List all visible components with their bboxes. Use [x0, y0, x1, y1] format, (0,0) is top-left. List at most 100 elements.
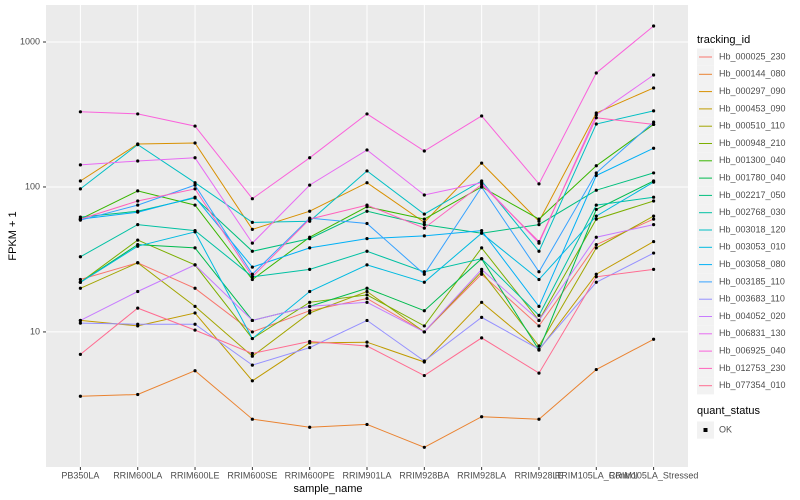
data-point: [78, 280, 82, 284]
data-point: [308, 339, 312, 344]
data-point: [652, 86, 656, 90]
data-point: [480, 267, 484, 271]
data-point: [136, 289, 140, 294]
data-point: [422, 445, 426, 449]
data-point: [308, 289, 312, 294]
data-point: [250, 265, 254, 269]
data-point: [193, 230, 197, 234]
data-point: [537, 417, 541, 421]
data-point: [422, 359, 426, 363]
legend-label: Hb_001300_040: [719, 155, 786, 165]
data-point: [537, 371, 541, 375]
data-point: [250, 272, 254, 276]
data-point: [594, 275, 598, 279]
x-tick-label: PB350LA: [61, 470, 99, 480]
data-point: [193, 286, 197, 290]
data-point: [480, 185, 484, 189]
data-point: [652, 199, 656, 203]
data-point: [308, 217, 312, 221]
data-point: [594, 272, 598, 276]
data-point: [193, 156, 197, 160]
data-point: [365, 237, 369, 241]
data-point: [537, 304, 541, 308]
data-point: [136, 210, 140, 214]
legend-label: Hb_000297_090: [719, 86, 786, 96]
data-point: [193, 311, 197, 315]
data-point: [594, 171, 598, 175]
x-tick-label: RRIM600LA: [113, 470, 162, 480]
legend-label: Hb_003185_110: [719, 276, 785, 286]
data-point: [480, 161, 484, 165]
data-point: [308, 304, 312, 308]
data-point: [480, 415, 484, 419]
x-tick-label: RRIM600SE: [227, 470, 277, 480]
y-tick-label: 1000: [20, 36, 40, 46]
data-point: [365, 112, 369, 116]
data-point: [78, 394, 82, 398]
data-point: [308, 237, 312, 241]
data-point: [537, 277, 541, 282]
data-point: [480, 300, 484, 304]
data-point: [365, 300, 369, 304]
data-point: [422, 193, 426, 197]
data-point: [365, 181, 369, 185]
data-point: [136, 223, 140, 227]
data-point: [136, 306, 140, 310]
data-point: [652, 180, 656, 184]
data-point: [480, 257, 484, 261]
data-point: [193, 141, 197, 145]
data-point: [537, 347, 541, 351]
data-point: [652, 122, 656, 127]
data-point: [594, 71, 598, 75]
x-axis-title: sample_name: [293, 483, 362, 495]
data-point: [308, 425, 312, 429]
data-point: [594, 113, 598, 117]
data-point: [365, 296, 369, 301]
data-point: [78, 217, 82, 221]
legend-label: OK: [719, 424, 732, 434]
data-point: [594, 214, 598, 218]
data-point: [365, 286, 369, 290]
data-point: [652, 195, 656, 199]
data-point: [652, 171, 656, 175]
legend-label: Hb_002217_050: [719, 190, 786, 200]
data-point: [480, 246, 484, 250]
data-point: [594, 217, 598, 221]
data-point: [193, 246, 197, 250]
data-point: [136, 189, 140, 193]
data-point: [537, 249, 541, 253]
legend-label: Hb_003683_110: [719, 294, 785, 304]
data-point: [136, 142, 140, 147]
data-point: [136, 199, 140, 203]
data-point: [480, 229, 484, 233]
legend-title: tracking_id: [697, 34, 750, 46]
x-tick-label: RRIM928BA: [399, 470, 449, 480]
data-point: [78, 163, 82, 167]
data-point: [250, 363, 254, 367]
data-point: [365, 263, 369, 267]
data-point: [652, 217, 656, 221]
legend-label: Hb_003053_010: [719, 242, 786, 252]
data-point: [480, 114, 484, 118]
data-point: [78, 187, 82, 191]
data-point: [78, 321, 82, 325]
data-point: [78, 179, 82, 183]
data-point: [250, 249, 254, 253]
data-point: [652, 109, 656, 113]
x-tick-label: RRIM105LA_Control: [555, 470, 638, 480]
data-point: [422, 270, 426, 274]
data-point: [136, 112, 140, 116]
data-point: [365, 422, 369, 427]
data-point: [422, 212, 426, 216]
data-point: [136, 322, 140, 326]
data-point: [594, 116, 598, 120]
data-point: [193, 195, 197, 199]
data-point: [193, 181, 197, 185]
data-point: [365, 203, 369, 207]
y-tick-label: 10: [30, 326, 40, 336]
x-tick-label: RRIM600LE: [171, 470, 220, 480]
data-point: [480, 270, 484, 274]
data-point: [193, 187, 197, 191]
y-tick-label: 100: [25, 181, 40, 191]
